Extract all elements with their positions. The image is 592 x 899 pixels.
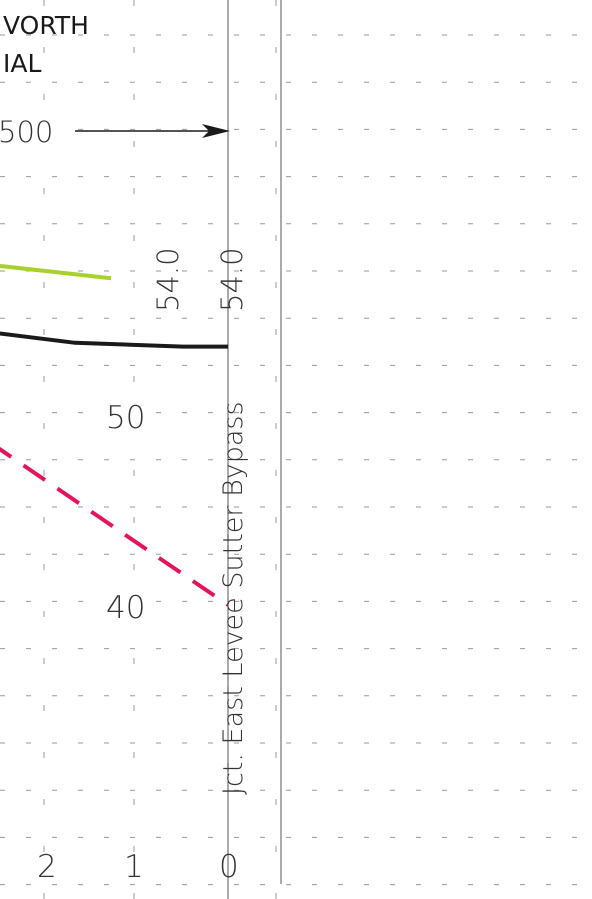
y-tick-bg-40 bbox=[104, 582, 152, 624]
flow-label: 500 bbox=[0, 115, 53, 149]
series-line-1 bbox=[0, 331, 228, 349]
x-tick-label-1: 1 bbox=[124, 849, 144, 885]
y-tick-label-50: 50 bbox=[106, 400, 145, 436]
chart-title-line-2: IAL bbox=[3, 49, 41, 78]
chart-title-line-1: VORTH bbox=[3, 11, 89, 40]
y-tick-bg-50 bbox=[104, 392, 152, 434]
series-line-2 bbox=[0, 446, 230, 607]
elevation-label-54b: 54.0 bbox=[215, 247, 249, 312]
junction-label: Jct. East Levee Sutter Bypass bbox=[218, 401, 249, 795]
x-tick-label-2: 2 bbox=[37, 849, 57, 885]
flow-arrow-head bbox=[202, 124, 230, 138]
series-line-0 bbox=[0, 263, 112, 281]
series-layer bbox=[0, 263, 230, 607]
flow-label-background bbox=[0, 114, 62, 148]
x-tick-label-0: 0 bbox=[219, 849, 239, 885]
y-tick-label-40: 40 bbox=[106, 590, 145, 626]
elevation-label-54a: 54.0 bbox=[151, 247, 185, 312]
